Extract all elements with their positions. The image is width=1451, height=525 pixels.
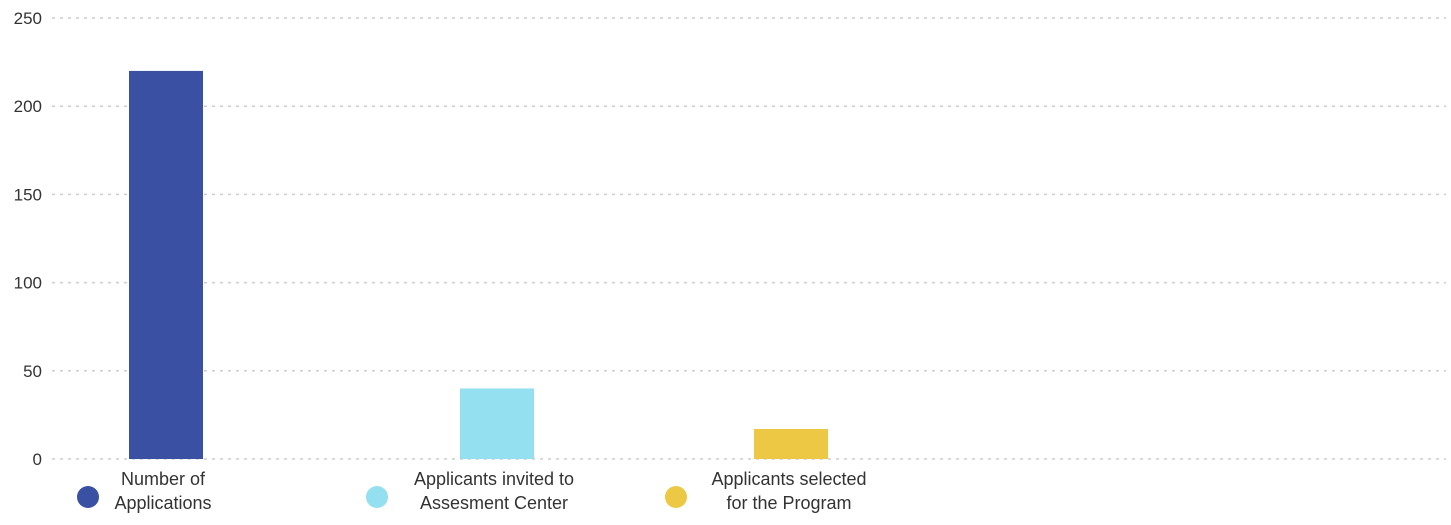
y-tick-label: 250 <box>14 9 42 28</box>
legend-label-line: Applications <box>114 493 211 513</box>
legend-label-line: Applicants selected <box>711 469 866 489</box>
y-tick-label: 100 <box>14 274 42 293</box>
bar <box>460 388 534 459</box>
bar <box>754 429 828 459</box>
legend: Number of Applications Applicants invited … <box>77 469 867 513</box>
legend-label: Applicants selected for the Program <box>711 469 866 513</box>
legend-label-line: Assesment Center <box>420 493 568 513</box>
bar <box>129 70 203 460</box>
legend-label-line: for the Program <box>726 493 851 513</box>
legend-item: Number of Applications <box>77 469 212 513</box>
y-tick-label: 150 <box>14 185 42 204</box>
legend-swatch <box>366 486 388 508</box>
y-tick-label: 200 <box>14 97 42 116</box>
legend-label-line: Applicants invited to <box>414 469 574 489</box>
legend-label: Number of Applications <box>114 469 211 513</box>
legend-item: Applicants invited to Assesment Center <box>366 469 574 513</box>
legend-label-line: Number of <box>121 469 206 489</box>
legend-swatch <box>665 486 687 508</box>
gridlines <box>52 17 1446 460</box>
y-axis-ticks: 0 50 100 150 200 250 <box>14 9 42 469</box>
bars <box>129 70 828 460</box>
legend-label: Applicants invited to Assesment Center <box>414 469 574 513</box>
legend-swatch <box>77 486 99 508</box>
legend-item: Applicants selected for the Program <box>665 469 867 513</box>
y-tick-label: 0 <box>33 450 42 469</box>
y-tick-label: 50 <box>23 362 42 381</box>
